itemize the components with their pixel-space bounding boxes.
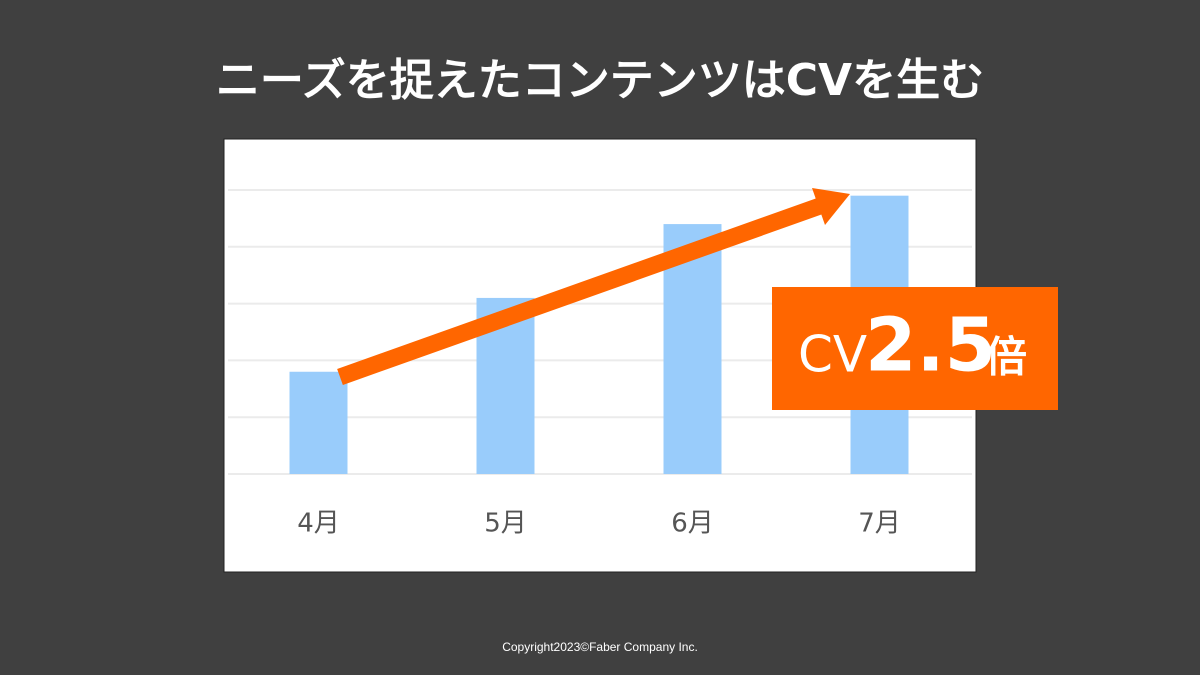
arrow-head bbox=[812, 188, 850, 225]
callout-prefix: CV bbox=[798, 326, 867, 384]
x-tick-label: 5月 bbox=[484, 509, 527, 539]
arrow-shaft bbox=[337, 197, 823, 386]
x-tick-label: 4月 bbox=[297, 509, 340, 539]
chart-title: ニーズを捉えたコンテンツはCVを生む bbox=[216, 55, 984, 106]
x-tick-label: 7月 bbox=[858, 509, 901, 539]
callout-box bbox=[772, 287, 1058, 410]
bar bbox=[289, 371, 348, 474]
callout-value: 2.5 bbox=[865, 303, 996, 389]
trend-arrow bbox=[337, 188, 850, 386]
footer: Copyright2023©Faber Company Inc. bbox=[502, 640, 698, 654]
x-tick-label: 6月 bbox=[671, 509, 714, 539]
callout-suffix: 倍 bbox=[985, 333, 1027, 382]
